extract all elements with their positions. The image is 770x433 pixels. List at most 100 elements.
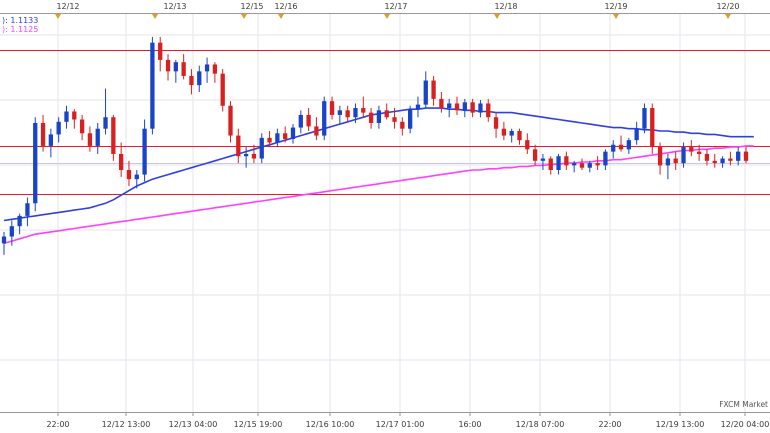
candle-body xyxy=(657,147,663,166)
candle-79 xyxy=(618,135,624,152)
x-tick-label-3: 12/15 19:00 xyxy=(234,420,283,429)
candle-body xyxy=(56,121,61,135)
candle-body xyxy=(25,203,30,216)
candle-body xyxy=(322,101,327,136)
candle-body xyxy=(407,109,413,129)
candle-27 xyxy=(212,62,218,83)
candle-66 xyxy=(517,128,522,145)
candle-body xyxy=(64,111,69,122)
candle-body xyxy=(95,128,100,146)
candle-41 xyxy=(322,96,327,141)
candle-95 xyxy=(743,147,749,164)
x-tick-label-10: 12/20 04:00 xyxy=(721,420,770,429)
candle-body xyxy=(720,158,725,164)
candle-body xyxy=(470,102,475,113)
candle-body xyxy=(548,158,553,170)
candle-body xyxy=(517,130,522,141)
candle-body xyxy=(650,108,655,148)
candle-35 xyxy=(275,128,280,148)
candle-67 xyxy=(525,133,530,154)
candle-87 xyxy=(681,142,686,168)
candle-49 xyxy=(384,103,389,120)
x-tick-label-2: 12/13 04:00 xyxy=(169,420,218,429)
date-marker-triangle-0 xyxy=(55,14,61,19)
candle-body xyxy=(392,117,397,122)
candle-body xyxy=(454,103,460,111)
candle-body xyxy=(611,144,616,152)
candle-75 xyxy=(587,160,592,173)
candle-62 xyxy=(486,98,491,122)
candle-39 xyxy=(306,108,311,131)
candle-body xyxy=(111,117,116,154)
candle-5 xyxy=(40,114,46,152)
candle-body xyxy=(33,122,38,204)
candle-body xyxy=(603,151,608,166)
candle-47 xyxy=(368,108,374,129)
candle-13 xyxy=(103,88,108,135)
candle-body xyxy=(415,104,421,110)
candle-59 xyxy=(462,98,467,118)
candle-body xyxy=(587,163,592,168)
candle-51 xyxy=(400,117,405,136)
candle-53 xyxy=(415,96,421,118)
candle-body xyxy=(478,103,483,113)
candle-23 xyxy=(181,54,186,80)
candle-body xyxy=(595,163,600,166)
legend-ma-blue: ): 1.1133 xyxy=(2,16,38,25)
candle-body xyxy=(9,226,14,237)
candle-54 xyxy=(423,71,428,109)
candle-3 xyxy=(25,197,30,227)
candle-body xyxy=(712,160,717,164)
candle-body xyxy=(634,128,639,141)
date-marker-triangle-7 xyxy=(725,14,731,19)
candle-body xyxy=(501,128,507,136)
candle-body xyxy=(345,110,350,118)
candle-body xyxy=(306,114,311,127)
x-tick-label-7: 12/18 07:00 xyxy=(516,420,565,429)
candle-body xyxy=(673,158,678,164)
x-tick-label-9: 12/19 13:00 xyxy=(656,420,705,429)
candle-body xyxy=(493,117,499,129)
candle-body xyxy=(400,121,405,129)
candle-body xyxy=(376,110,382,123)
candle-body xyxy=(361,108,366,113)
fxcm-watermark: FXCM Market xyxy=(719,400,768,409)
candle-71 xyxy=(556,153,561,175)
candle-body xyxy=(228,105,233,136)
candle-body xyxy=(728,158,733,161)
candle-body xyxy=(243,153,249,157)
candle-11 xyxy=(87,126,93,152)
candle-body xyxy=(462,102,467,111)
candle-14 xyxy=(111,114,116,161)
candle-61 xyxy=(478,100,483,118)
candle-body xyxy=(353,108,358,118)
candle-57 xyxy=(447,98,452,118)
candle-64 xyxy=(501,121,507,141)
x-tick-label-6: 16:00 xyxy=(458,420,481,429)
candle-body xyxy=(696,151,702,154)
candle-72 xyxy=(564,151,569,170)
candle-body xyxy=(642,108,647,129)
candle-body xyxy=(556,156,561,170)
candle-body xyxy=(204,64,210,72)
candle-12 xyxy=(95,122,100,154)
candle-body xyxy=(572,163,577,166)
legend: ): 1.1133 ): 1.1125 xyxy=(2,16,38,34)
candle-83 xyxy=(650,103,655,154)
date-marker-triangle-3 xyxy=(278,14,284,19)
candle-16 xyxy=(126,160,132,187)
candle-20 xyxy=(158,36,163,72)
x-tick-label-8: 22:00 xyxy=(598,420,621,429)
candle-body xyxy=(103,117,108,129)
date-marker-label-4: 12/17 xyxy=(384,2,407,11)
candle-body xyxy=(142,128,147,175)
candle-80 xyxy=(626,137,631,154)
candle-body xyxy=(1,236,7,244)
candle-body xyxy=(329,101,335,115)
candle-94 xyxy=(736,147,741,166)
candle-92 xyxy=(720,156,725,168)
candle-28 xyxy=(220,69,225,112)
candle-93 xyxy=(728,151,733,166)
